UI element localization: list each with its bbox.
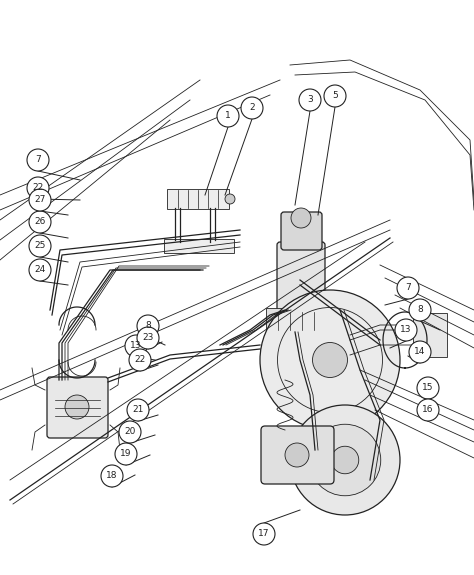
Circle shape [312, 343, 347, 378]
Circle shape [309, 424, 381, 496]
Circle shape [217, 105, 239, 127]
Circle shape [395, 319, 417, 341]
Text: 14: 14 [414, 347, 426, 356]
Text: 15: 15 [422, 384, 434, 393]
Text: 25: 25 [34, 242, 46, 251]
Circle shape [29, 259, 51, 281]
Circle shape [260, 290, 400, 430]
Text: 7: 7 [35, 155, 41, 164]
Text: 5: 5 [332, 91, 338, 101]
Text: 2: 2 [249, 104, 255, 113]
Text: 22: 22 [32, 183, 44, 193]
Circle shape [101, 465, 123, 487]
Circle shape [27, 177, 49, 199]
FancyBboxPatch shape [413, 313, 447, 357]
Text: 22: 22 [134, 355, 146, 365]
Text: 17: 17 [258, 530, 270, 539]
Circle shape [299, 89, 321, 111]
Circle shape [417, 399, 439, 421]
FancyBboxPatch shape [277, 242, 325, 313]
Circle shape [409, 299, 431, 321]
Circle shape [291, 208, 311, 228]
FancyBboxPatch shape [164, 239, 234, 253]
Circle shape [125, 335, 147, 357]
FancyBboxPatch shape [261, 426, 334, 484]
FancyBboxPatch shape [47, 377, 108, 438]
FancyBboxPatch shape [281, 212, 322, 250]
Text: 8: 8 [145, 321, 151, 331]
Text: 3: 3 [307, 95, 313, 105]
Text: 26: 26 [34, 217, 46, 227]
Text: 24: 24 [35, 266, 46, 274]
Circle shape [409, 341, 431, 363]
Circle shape [225, 194, 235, 204]
Circle shape [285, 443, 309, 467]
Circle shape [324, 85, 346, 107]
FancyBboxPatch shape [266, 308, 325, 334]
Text: 13: 13 [400, 325, 412, 335]
Circle shape [253, 523, 275, 545]
Text: 1: 1 [225, 112, 231, 121]
Text: 8: 8 [417, 305, 423, 315]
Text: 27: 27 [34, 196, 46, 205]
Circle shape [129, 349, 151, 371]
Circle shape [29, 235, 51, 257]
FancyBboxPatch shape [167, 189, 229, 209]
Circle shape [397, 277, 419, 299]
Text: 20: 20 [124, 427, 136, 436]
Circle shape [27, 149, 49, 171]
Circle shape [29, 211, 51, 233]
Circle shape [290, 405, 400, 515]
Circle shape [137, 327, 159, 349]
Circle shape [241, 97, 263, 119]
Circle shape [127, 399, 149, 421]
Text: 16: 16 [422, 405, 434, 415]
Circle shape [65, 395, 89, 419]
Circle shape [137, 315, 159, 337]
Circle shape [417, 377, 439, 399]
Text: 7: 7 [405, 283, 411, 293]
Circle shape [119, 421, 141, 443]
Circle shape [29, 189, 51, 211]
Text: 21: 21 [132, 405, 144, 415]
Text: 19: 19 [120, 450, 132, 458]
Circle shape [115, 443, 137, 465]
Circle shape [331, 446, 359, 474]
Text: 18: 18 [106, 472, 118, 481]
Text: 23: 23 [142, 334, 154, 343]
Text: 13: 13 [130, 342, 142, 351]
